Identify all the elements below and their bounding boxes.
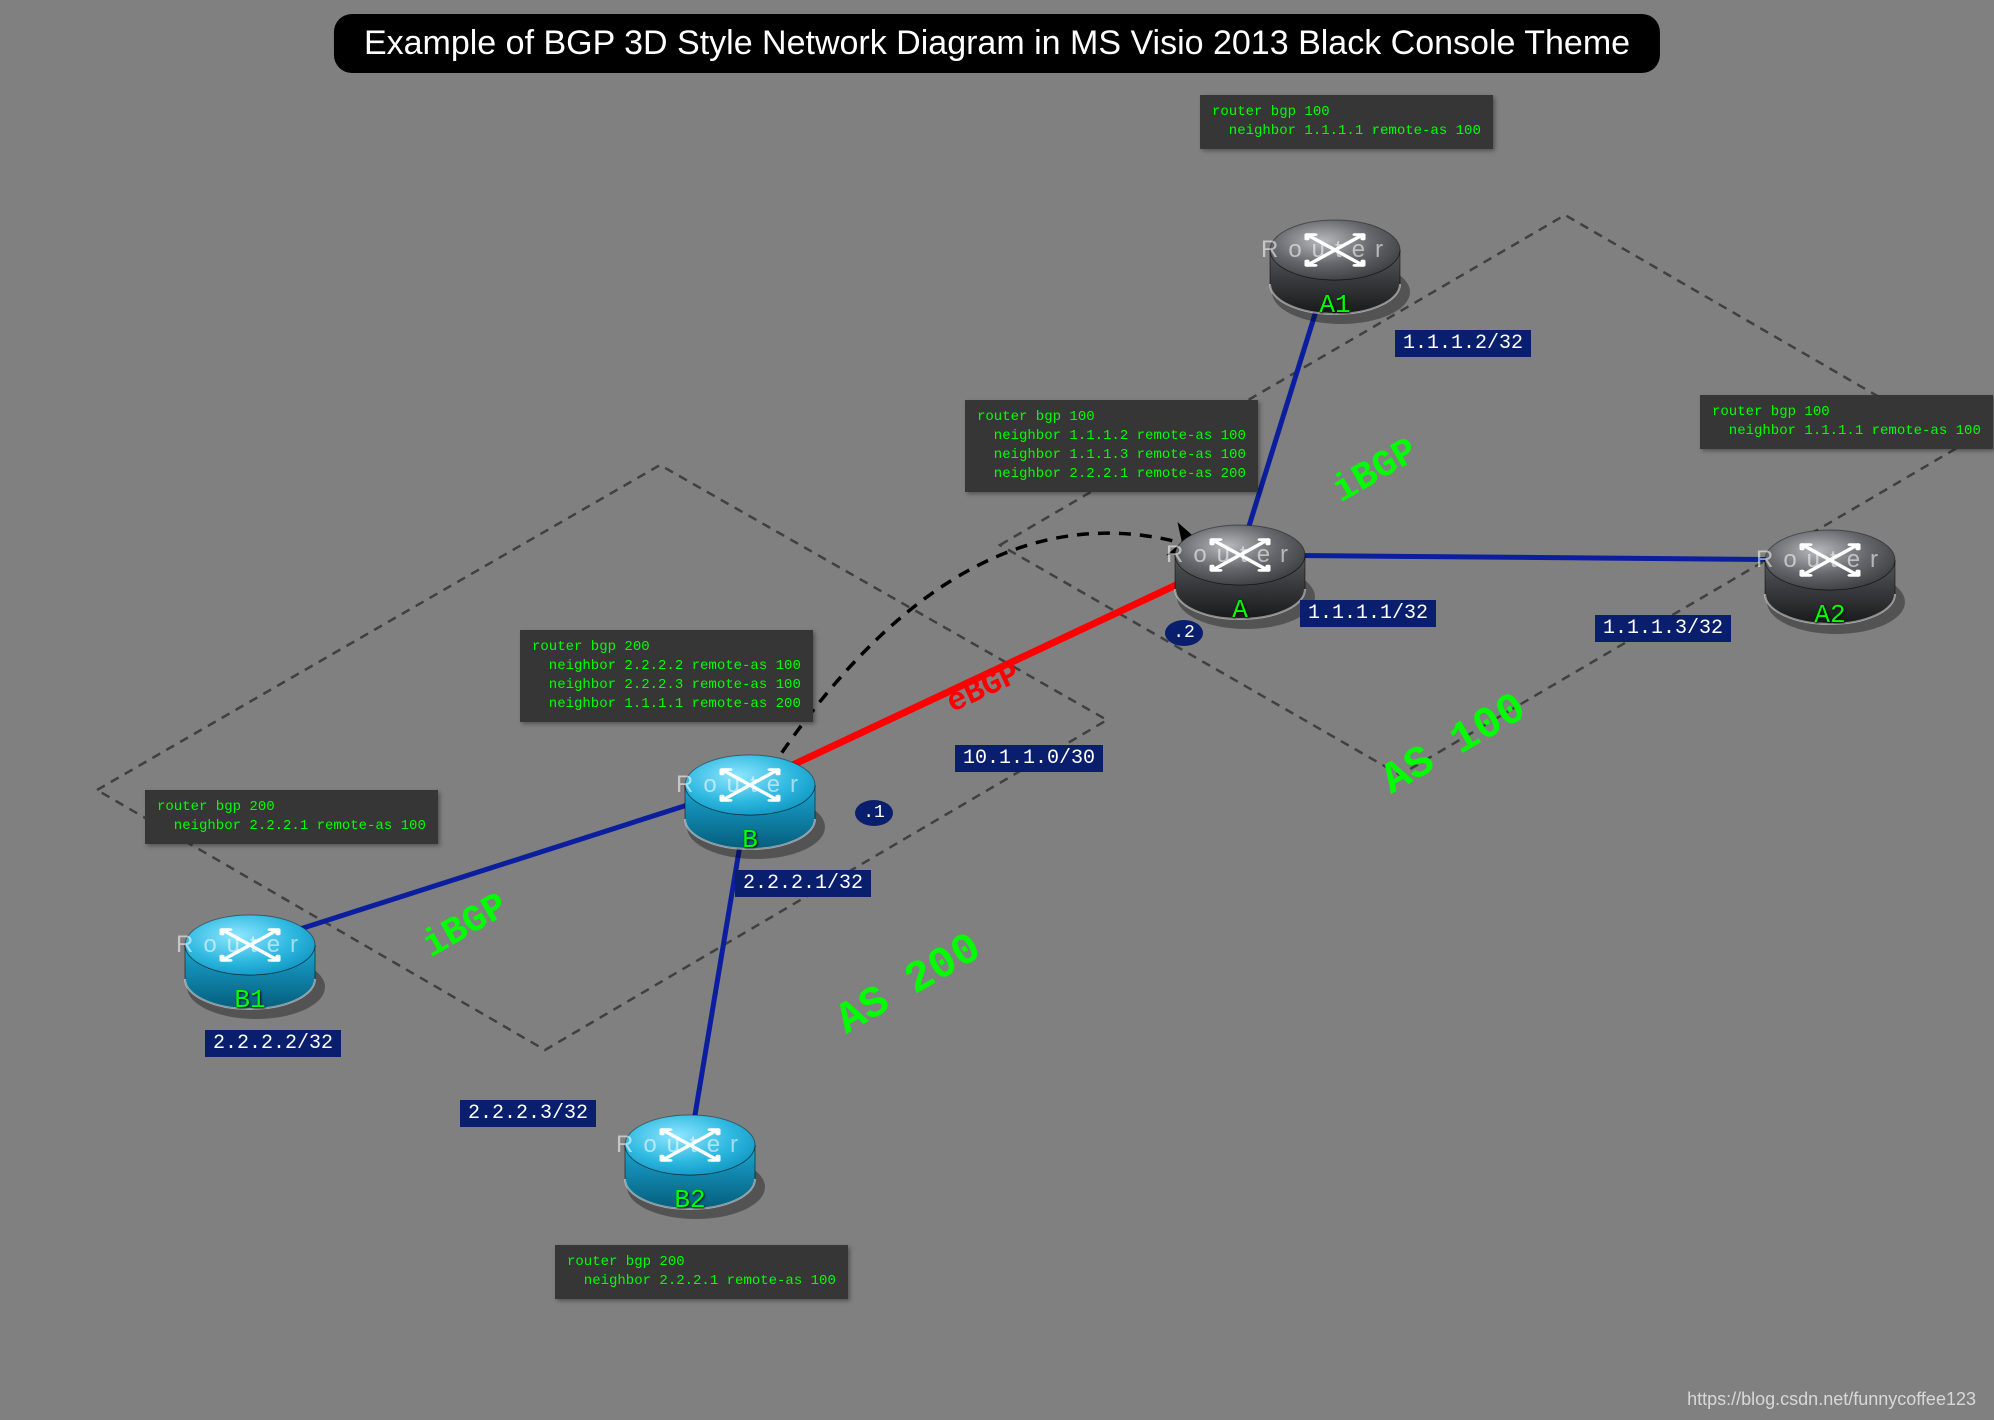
router-name-B2: B2	[660, 1185, 720, 1215]
link-A-A2	[1240, 555, 1830, 560]
console-B: router bgp 200 neighbor 2.2.2.2 remote-a…	[520, 630, 813, 722]
ebgp-if-from: .1	[855, 800, 893, 826]
ip-label-B: 2.2.2.1/32	[735, 870, 871, 897]
console-A1: router bgp 100 neighbor 1.1.1.1 remote-a…	[1200, 95, 1493, 149]
console-B2: router bgp 200 neighbor 2.2.2.1 remote-a…	[555, 1245, 848, 1299]
ip-label-A1: 1.1.1.2/32	[1395, 330, 1531, 357]
router-name-A: A	[1210, 595, 1270, 625]
console-A: router bgp 100 neighbor 1.1.1.2 remote-a…	[965, 400, 1258, 492]
router-name-B: B	[720, 825, 780, 855]
ip-label-B2: 2.2.2.3/32	[460, 1100, 596, 1127]
footer-url: https://blog.csdn.net/funnycoffee123	[1687, 1389, 1976, 1410]
ip-label-B1: 2.2.2.2/32	[205, 1030, 341, 1057]
diagram-canvas	[0, 0, 1994, 1420]
zone-as100	[1000, 215, 1962, 775]
console-A2: router bgp 100 neighbor 1.1.1.1 remote-a…	[1700, 395, 1993, 449]
ebgp-subnet-label: 10.1.1.0/30	[955, 745, 1103, 772]
console-B1: router bgp 200 neighbor 2.2.2.1 remote-a…	[145, 790, 438, 844]
ebgp-if-to: .2	[1165, 620, 1203, 646]
ip-label-A2: 1.1.1.3/32	[1595, 615, 1731, 642]
router-name-B1: B1	[220, 985, 280, 1015]
router-name-A1: A1	[1305, 290, 1365, 320]
ip-label-A: 1.1.1.1/32	[1300, 600, 1436, 627]
router-name-A2: A2	[1800, 600, 1860, 630]
